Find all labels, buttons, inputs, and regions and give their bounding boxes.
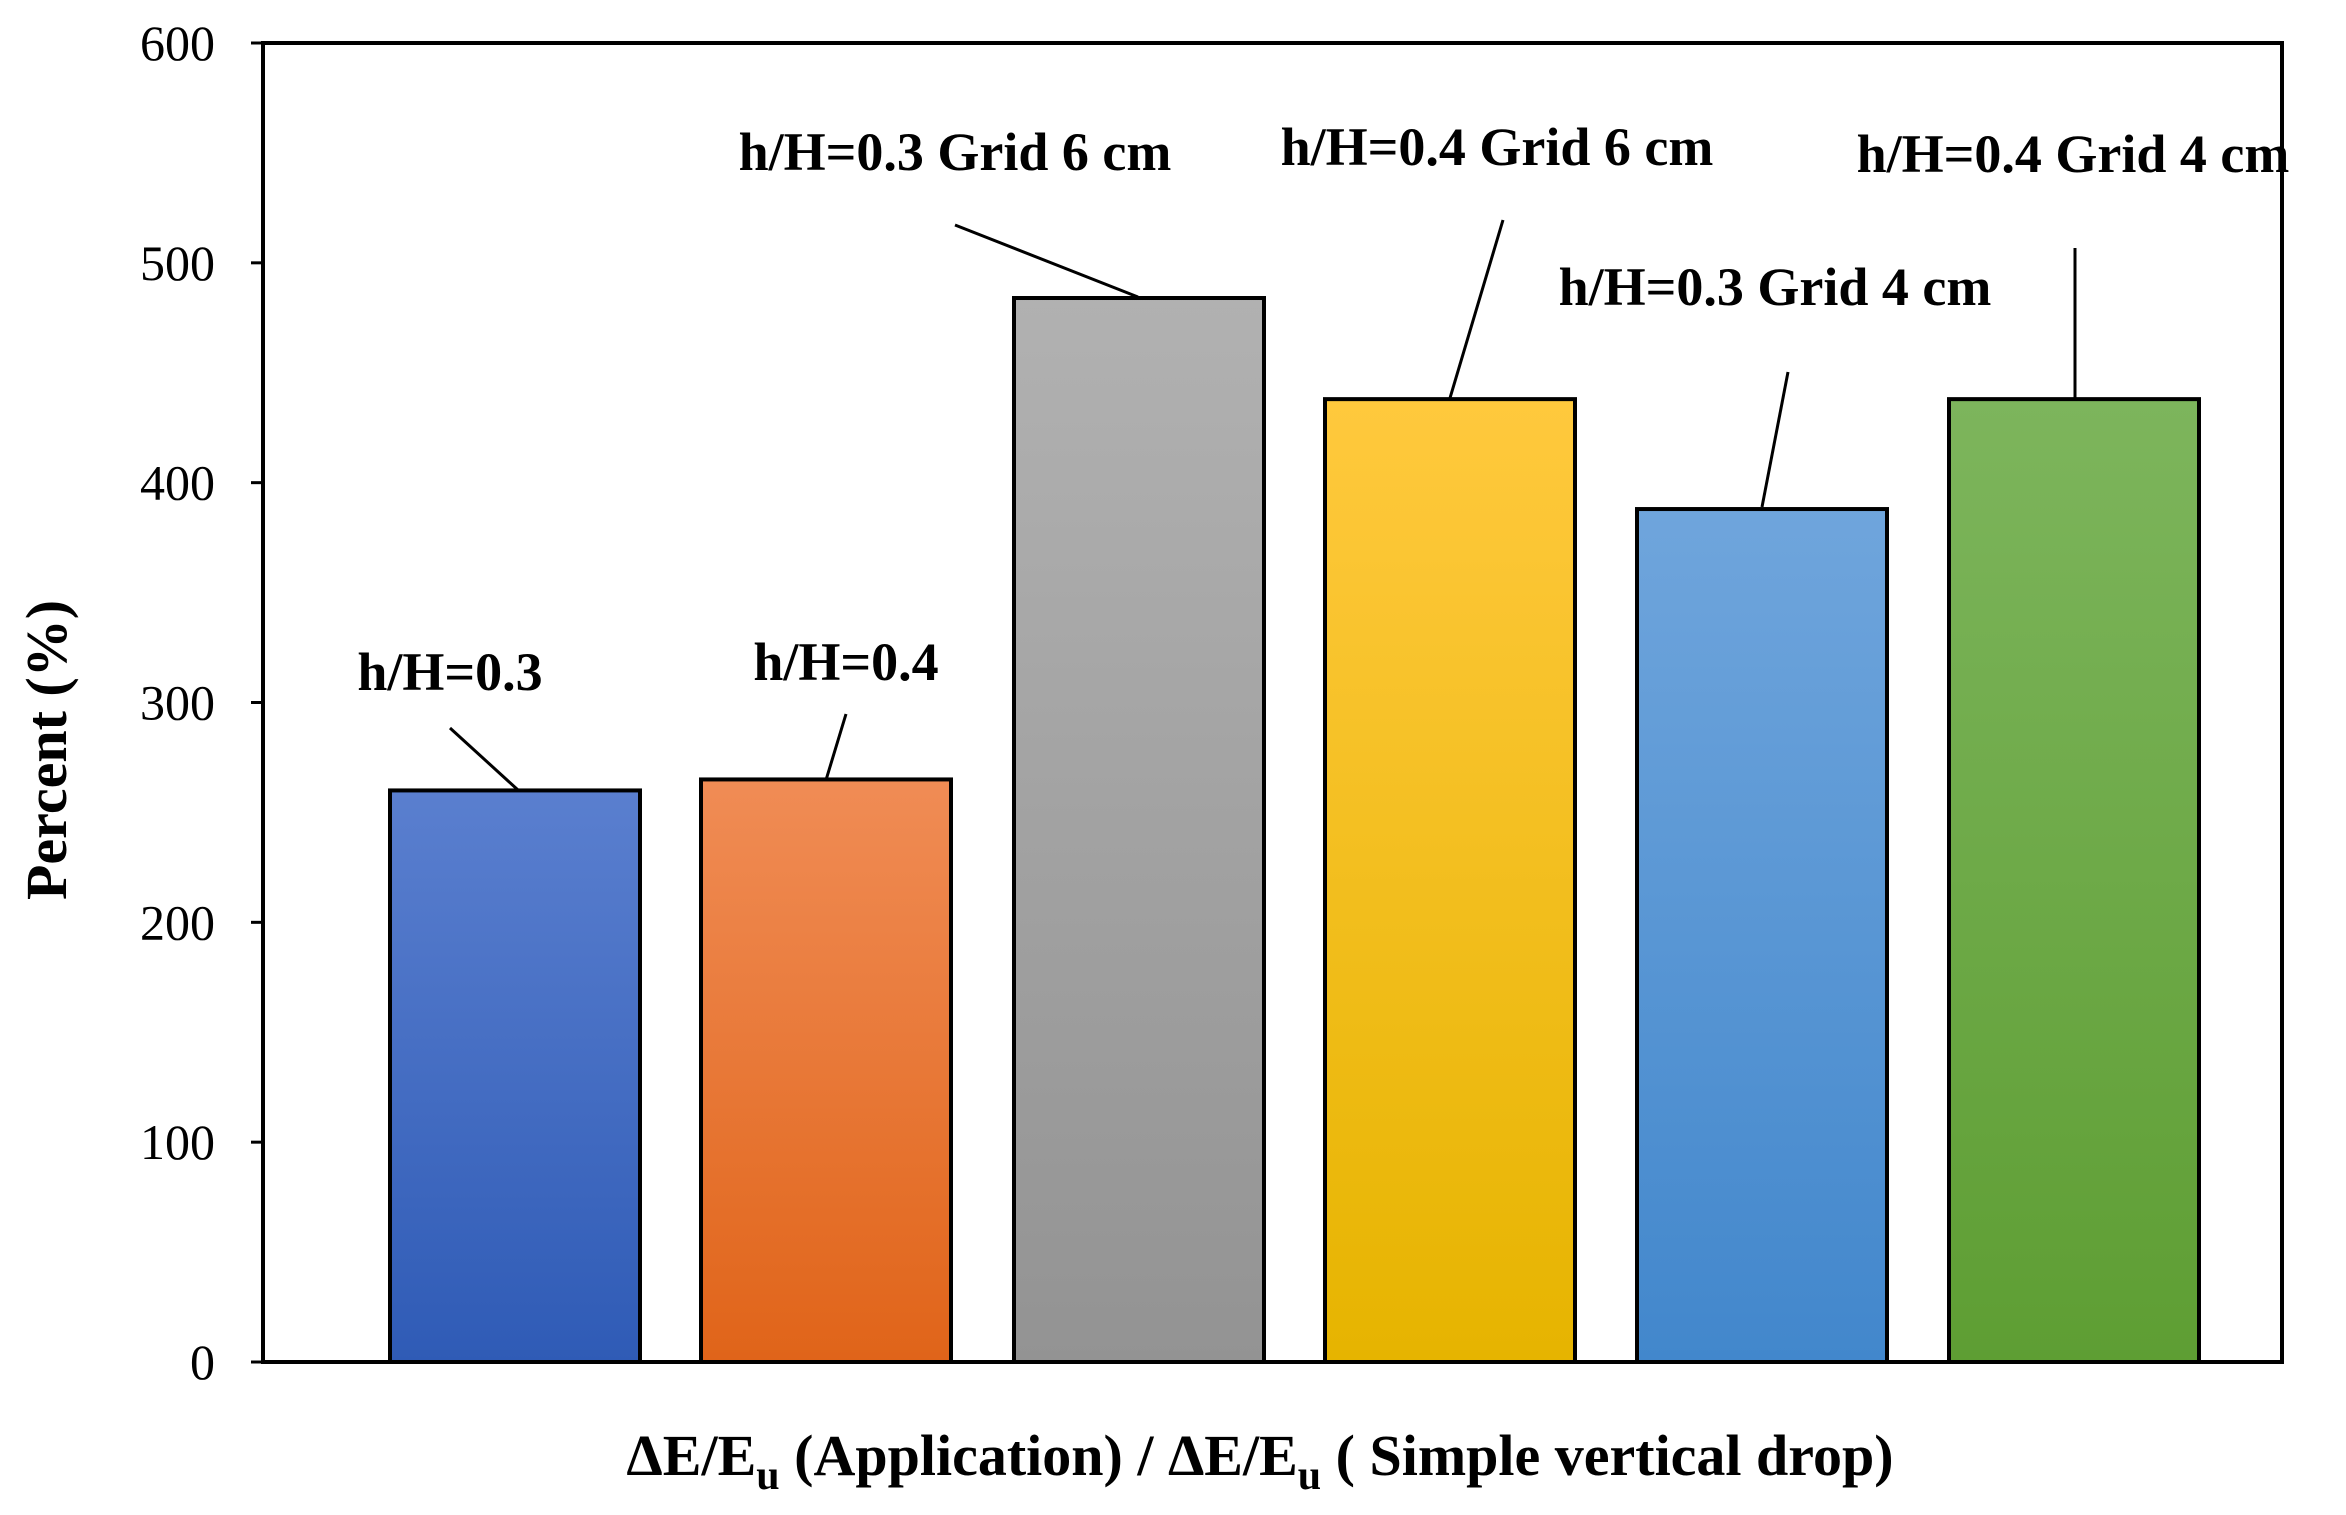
y-tick-label: 600 (140, 15, 215, 71)
leader-line-1 (448, 726, 520, 792)
leader-line-5 (1760, 371, 1790, 508)
bar-6 (1947, 397, 2201, 1364)
y-tick-label: 100 (140, 1114, 215, 1170)
data-label-5: h/H=0.3 Grid 4 cm (1559, 257, 1992, 317)
bar-4 (1323, 397, 1577, 1364)
leader-line-2 (824, 713, 848, 781)
y-tick-label: 300 (140, 675, 215, 731)
data-label-2: h/H=0.4 (753, 632, 938, 692)
data-label-3: h/H=0.3 Grid 6 cm (739, 122, 1172, 182)
label-leaders (448, 219, 2077, 792)
data-label-1: h/H=0.3 (357, 642, 542, 702)
y-tick-label: 0 (190, 1334, 215, 1390)
bar-5 (1635, 507, 1889, 1364)
leader-line-3 (954, 223, 1139, 299)
bar-3 (1012, 296, 1266, 1364)
leader-line-4 (1448, 219, 1505, 399)
bars (388, 296, 2201, 1364)
y-axis-title: Percent (%) (14, 600, 79, 900)
data-label-4: h/H=0.4 Grid 6 cm (1281, 117, 1714, 177)
data-labels: h/H=0.3 h/H=0.4 h/H=0.3 Grid 6 cm h/H=0.4 G… (357, 117, 2289, 702)
bar-1 (388, 788, 642, 1364)
data-label-6: h/H=0.4 Grid 4 cm (1857, 124, 2290, 184)
y-axis: 0 100 200 300 400 500 600 (140, 15, 263, 1390)
y-tick-label: 200 (140, 894, 215, 950)
y-tick-label: 500 (140, 235, 215, 291)
y-tick-label: 400 (140, 455, 215, 511)
x-axis-title: ΔE/Eu (Application) / ΔE/Eu ( Simple ver… (626, 1423, 1893, 1499)
bar-2 (699, 777, 953, 1364)
